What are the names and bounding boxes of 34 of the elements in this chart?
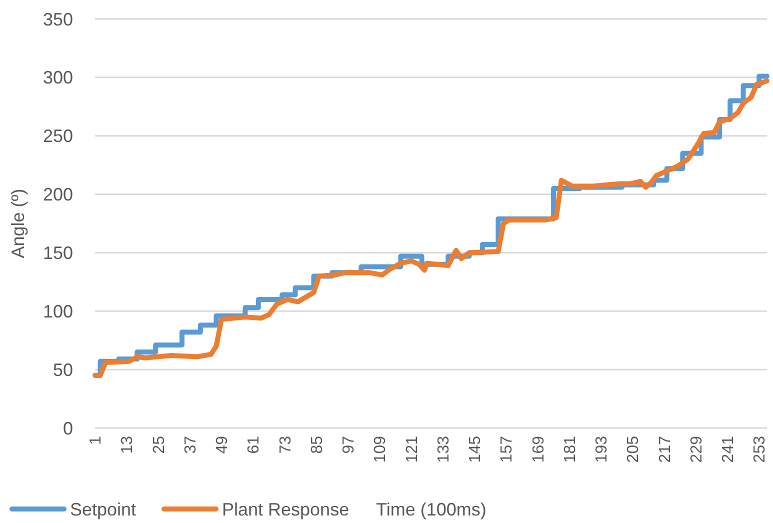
y-axis-title: Angle (º): [8, 188, 28, 258]
x-tick-label: 181: [562, 436, 579, 463]
x-tick-label: 25: [150, 436, 168, 454]
y-tick-label: 150: [42, 243, 73, 264]
x-tick-label: 85: [308, 436, 326, 454]
y-tick-label: 0: [62, 418, 73, 438]
x-tick-label: 13: [119, 436, 136, 454]
legend-label: Plant Response: [222, 499, 350, 520]
x-tick-label: 109: [372, 436, 390, 463]
x-tick-label: 61: [246, 436, 263, 454]
x-tick-label: 229: [688, 436, 706, 463]
y-tick-label: 250: [42, 126, 73, 146]
x-axis-title: Time (100ms): [376, 499, 486, 520]
x-tick-label: 49: [214, 436, 232, 454]
y-tick-label: 350: [42, 9, 73, 30]
x-tick-label: 217: [656, 436, 674, 463]
x-tick-label: 241: [720, 436, 738, 463]
x-tick-label: 121: [404, 436, 421, 463]
x-tick-label: 157: [498, 436, 516, 463]
y-tick-label: 300: [42, 68, 73, 88]
x-tick-label: 145: [467, 436, 484, 463]
legend-label: Setpoint: [70, 499, 136, 520]
y-tick-label: 200: [42, 184, 73, 205]
x-tick-label: 253: [752, 436, 769, 463]
x-tick-label: 1: [88, 436, 105, 445]
x-tick-label: 193: [594, 436, 611, 463]
x-tick-label: 97: [340, 436, 358, 454]
x-tick-label: 133: [435, 436, 452, 463]
x-tick-label: 205: [625, 436, 642, 463]
x-tick-label: 73: [277, 436, 294, 454]
x-tick-label: 169: [530, 436, 548, 463]
y-tick-label: 100: [42, 301, 73, 322]
y-tick-label: 50: [52, 360, 73, 380]
x-tick-label: 37: [182, 436, 200, 454]
